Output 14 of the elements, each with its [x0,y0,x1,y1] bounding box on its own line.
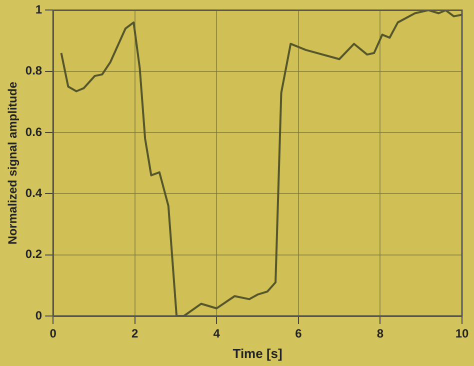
y-tick-label: 0.4 [25,186,42,200]
x-tick-label: 2 [132,326,139,341]
y-tick-label: 0.2 [25,247,42,262]
y-axis-title: Normalized signal amplitude [6,81,20,244]
x-tick-label: 10 [455,326,469,341]
x-tick-label: 6 [295,326,302,341]
y-tick-label: 0.6 [25,124,42,139]
y-tick-label: 1 [35,2,42,17]
x-axis-title: Time [s] [232,346,282,361]
x-tick-label: 4 [213,326,220,341]
y-tick-label: 0 [35,308,42,322]
y-tick-label: 0.8 [25,64,42,78]
x-tick-label: 8 [376,326,384,341]
x-tick-label: 0 [50,326,57,341]
